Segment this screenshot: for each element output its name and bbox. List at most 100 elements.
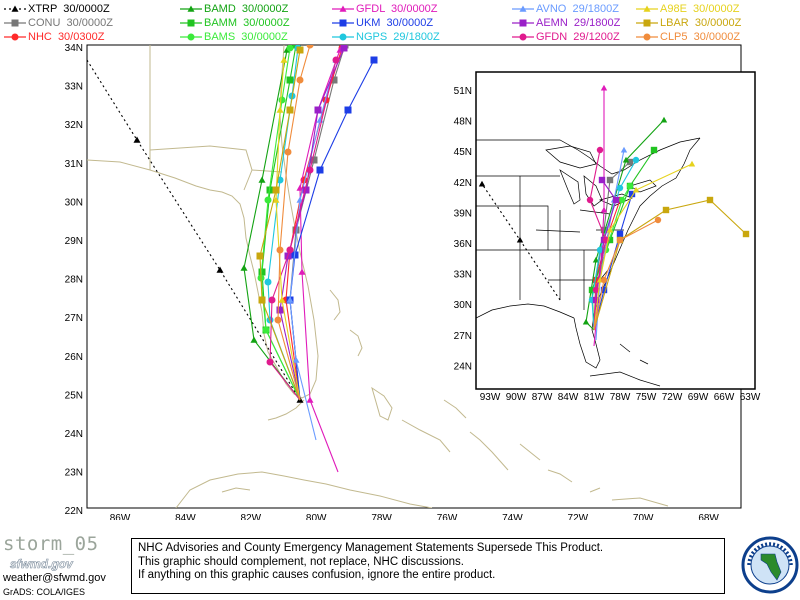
legend-label: BAMD 30/0000Z: [204, 3, 289, 15]
lat-label: 28N: [65, 275, 83, 286]
legend-swatch-icon: [180, 19, 202, 27]
track-a98e: [272, 56, 301, 401]
inset-lat-label: 24N: [454, 361, 472, 372]
track-clp5: [274, 45, 314, 401]
legend-swatch-icon: [332, 19, 354, 27]
lon-label: 84W: [175, 513, 196, 520]
inset-map: 51N 48N 45N 42N 39N 36N 33N 30N 27N 24N 93W 90W 87W…: [454, 71, 761, 403]
track-ukm: [593, 190, 636, 331]
legend-label: BAMS 30/0000Z: [204, 31, 288, 43]
inset-lon-label: 78W: [610, 392, 631, 403]
legend-swatch-icon: [180, 33, 202, 41]
track-lbar: [256, 46, 304, 401]
sfwmd-seal-logo: [741, 536, 799, 594]
legend-label: GFDL 30/0000Z: [356, 3, 438, 15]
sfwmd-logo: sfwmd.gov: [10, 557, 73, 572]
legend-label: NHC 30/0300Z: [28, 31, 105, 43]
lat-label: 34N: [65, 43, 83, 54]
lon-label: 80W: [306, 513, 327, 520]
lon-label: 68W: [698, 513, 719, 520]
lat-label: 33N: [65, 82, 83, 93]
lat-label: 22N: [65, 506, 83, 517]
inset-lon-label: 87W: [532, 392, 553, 403]
legend-swatch-icon: [636, 19, 658, 27]
track-gfdn: [586, 146, 610, 331]
contact-email: weather@sfwmd.gov: [3, 572, 106, 584]
lat-label: 27N: [65, 313, 83, 324]
lon-label: 74W: [502, 513, 523, 520]
legend-label: UKM 30/0000Z: [356, 17, 434, 29]
lat-label: 31N: [65, 159, 83, 170]
legend-label: CONU 30/0000Z: [28, 17, 113, 29]
forecast-track-map: 34N33N32N31N30N29N28N27N26N25N24N23N22N …: [65, 43, 761, 520]
model-legend: XTRP 30/0000Z CONU 30/0000Z NHC 30/0300Z BA…: [0, 0, 800, 45]
legend-label: A98E 30/0000Z: [660, 3, 740, 15]
inset-lon-label: 72W: [662, 392, 683, 403]
legend-label: LBAR 30/0000Z: [660, 17, 742, 29]
inset-lon-label: 90W: [506, 392, 527, 403]
disclaimer-line-1: NHC Advisories and County Emergency Mana…: [138, 542, 604, 554]
main-lon-labels: 86W 84W 82W 80W 78W 76W 74W 72W 70W 68W: [110, 513, 720, 520]
inset-forecast-tracks: [478, 84, 750, 347]
legend-swatch-icon: [4, 33, 26, 41]
inset-lon-labels: 93W 90W 87W 84W 81W 78W 75W 72W 69W 66W 63W: [480, 392, 761, 403]
inset-lon-label: 84W: [558, 392, 579, 403]
disclaimer-line-2: This graphic should complement, not repl…: [138, 555, 464, 568]
lon-label: 86W: [110, 513, 131, 520]
lat-label: 29N: [65, 236, 83, 247]
legend-label: AEMN 29/1800Z: [536, 17, 621, 29]
lon-label: 82W: [241, 513, 262, 520]
inset-lat-label: 39N: [454, 208, 472, 219]
legend-swatch-icon: [512, 19, 534, 27]
disclaimer-box: NHC Advisories and County Emergency Mana…: [131, 538, 725, 594]
inset-basemap: [476, 137, 701, 387]
legend-label: NGPS 29/1800Z: [356, 31, 440, 43]
inset-lon-label: 66W: [714, 392, 735, 403]
inset-lat-label: 45N: [454, 147, 472, 158]
inset-lat-label: 48N: [454, 117, 472, 128]
legend-swatch-icon: [4, 19, 26, 27]
legend-swatch-icon: [512, 5, 534, 12]
lat-label: 23N: [65, 468, 83, 479]
track-clp5: [593, 216, 662, 331]
inset-lon-label: 81W: [584, 392, 605, 403]
inset-lat-labels: 51N 48N 45N 42N 39N 36N 33N 30N 27N 24N: [454, 86, 472, 372]
main-lat-labels: 34N 33N 32N 31N 30N 29N 28N 27N 26N 25N 24N 23N 22N: [65, 43, 83, 517]
lon-label: 76W: [437, 513, 458, 520]
legend-swatch-icon: [332, 33, 354, 41]
inset-lat-label: 33N: [454, 270, 472, 281]
track-xtrp: [478, 180, 561, 301]
track-a98e: [593, 160, 696, 331]
legend-label: CLP5 30/0000Z: [660, 31, 741, 43]
legend-swatch-icon: [332, 5, 354, 12]
grads-credit: GrADS: COLA/IGES: [3, 587, 86, 597]
inset-lat-label: 42N: [454, 178, 472, 189]
lon-label: 70W: [633, 513, 654, 520]
legend-swatch-icon: [512, 33, 534, 41]
lon-label: 72W: [568, 513, 589, 520]
legend-label: XTRP 30/0000Z: [28, 3, 110, 15]
disclaimer-line-3: If anything on this graphic causes confu…: [138, 569, 496, 581]
lat-label: 32N: [65, 120, 83, 131]
inset-lon-label: 63W: [740, 392, 761, 403]
main-forecast-tracks: [87, 45, 378, 473]
inset-lon-label: 75W: [636, 392, 657, 403]
inset-map-frame: [475, 71, 756, 390]
inset-lat-label: 51N: [454, 86, 472, 97]
inset-lat-label: 36N: [454, 239, 472, 250]
inset-lon-label: 69W: [688, 392, 709, 403]
legend-label: GFDN 29/1200Z: [536, 31, 620, 43]
legend-label: AVNO 29/1800Z: [536, 3, 619, 15]
track-bamd: [582, 116, 668, 331]
lat-label: 25N: [65, 390, 83, 401]
legend-swatch-icon: [4, 5, 26, 12]
legend-swatch-icon: [636, 5, 658, 12]
inset-lat-label: 27N: [454, 331, 472, 342]
lat-label: 26N: [65, 352, 83, 363]
legend-label: BAMM 30/0000Z: [204, 17, 290, 29]
inset-lon-label: 93W: [480, 392, 501, 403]
legend-swatch-icon: [636, 33, 658, 41]
inset-lat-label: 30N: [454, 300, 472, 311]
lat-label: 30N: [65, 197, 83, 208]
lat-label: 24N: [65, 429, 83, 440]
